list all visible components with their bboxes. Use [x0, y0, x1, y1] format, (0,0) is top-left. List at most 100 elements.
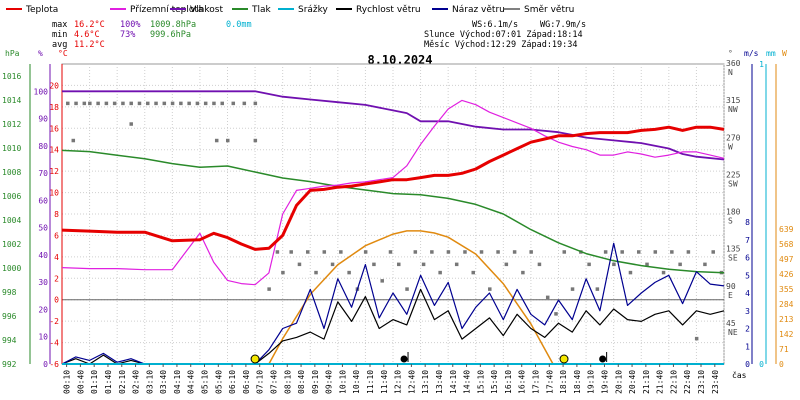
wind-tick-label: 3 [745, 307, 750, 316]
wind-tick-label: 0 [745, 360, 750, 369]
press-tick-label: 992 [2, 360, 17, 369]
x-tick-label: 19:10 [587, 370, 596, 394]
solar-radiation [268, 230, 554, 365]
x-tick-label: 17:10 [532, 370, 541, 394]
wind-direction-point [504, 262, 509, 267]
stats-max-label: max [52, 20, 67, 30]
x-tick-label: 21:10 [642, 370, 651, 394]
temp-tick-label: 8 [54, 210, 59, 219]
solar-tick-label: 0 [779, 360, 784, 369]
wind-direction-point [496, 250, 500, 254]
x-tick-label: 15:40 [490, 370, 499, 394]
x-tick-label: 09:40 [325, 370, 334, 394]
temp-tick-label: 10 [49, 189, 59, 198]
wind-direction-point [297, 262, 302, 267]
x-tick-label: 17:40 [545, 370, 554, 394]
unit-time: čas [732, 370, 747, 380]
dir-tick-compass: S [728, 217, 733, 226]
hum-tick-label: 10 [38, 333, 48, 342]
wind-direction-point [170, 101, 175, 106]
press-tick-label: 1006 [2, 192, 21, 201]
x-tick-label: 10:40 [352, 370, 361, 394]
temp-tick-label: 20 [49, 81, 59, 90]
wind-direction-point [339, 250, 343, 254]
wind-direction-point [212, 101, 216, 106]
x-axis-ticks: 00:10 00:40 01:10 01:40 02:10 02:40 03:10 03:40… [63, 364, 720, 394]
chart-title: 8.10.2024 [367, 53, 432, 67]
wind-direction-point [430, 250, 434, 254]
wind-direction-point [711, 250, 715, 254]
press-tick-label: 1004 [2, 216, 21, 225]
x-tick-label: 02:40 [132, 370, 141, 394]
wind-direction-point [154, 101, 158, 106]
wind-direction-point [121, 101, 125, 106]
stats-max-rain: 0.0mm [226, 20, 252, 30]
wind-direction-point [71, 138, 76, 143]
x-tick-label: 02:10 [118, 370, 127, 394]
series-tlak [61, 149, 725, 274]
wind-direction-point [146, 101, 150, 106]
press-tick-label: 1016 [2, 72, 21, 81]
x-tick-label: 08:10 [283, 370, 292, 394]
stats-max-temp: 16.2°C [74, 20, 105, 30]
press-tick-label: 1010 [2, 144, 21, 153]
wind-direction-point [275, 250, 280, 254]
wind-direction-point [314, 270, 318, 275]
unit-press: hPa [5, 49, 20, 58]
x-tick-label: 14:10 [449, 370, 458, 394]
wind-direction-point [330, 262, 335, 267]
dir-tick-compass: SW [728, 179, 738, 188]
wind-direction-point [653, 250, 658, 254]
x-tick-label: 14:40 [463, 370, 472, 394]
wind-direction-point [305, 250, 310, 254]
legend-label-smer: Směr větru [524, 5, 574, 15]
wind-direction-point [488, 287, 492, 291]
x-tick-label: 00:40 [76, 370, 85, 394]
legend-label-teplota: Teplota [25, 5, 58, 15]
dir-tick-degree: 225 [726, 170, 741, 179]
wind-direction-point [603, 250, 608, 254]
wind-direction-point [220, 101, 224, 106]
wind-direction-point [88, 101, 92, 106]
temp-tick-label: 2 [54, 274, 59, 283]
wind-direction-point [545, 295, 550, 300]
wind-tick-label: 7 [745, 236, 750, 245]
temp-tick-label: 0 [54, 296, 59, 305]
wind-direction-point [397, 262, 401, 267]
press-tick-label: 1002 [2, 240, 21, 249]
stats-avg-temp: 11.2°C [74, 40, 105, 50]
wind-direction-point [529, 250, 533, 254]
x-tick-label: 18:10 [559, 370, 568, 394]
unit-dir: ° [728, 49, 733, 58]
wind-direction-point [512, 250, 517, 254]
wind-direction-point [678, 262, 682, 267]
solar-tick-label: 284 [779, 300, 794, 309]
x-tick-label: 11:40 [380, 370, 389, 394]
wind-direction-point [363, 250, 368, 254]
hum-tick-label: 100 [34, 87, 49, 96]
x-tick-label: 12:10 [394, 370, 403, 394]
hum-tick-label: 0 [43, 360, 48, 369]
moonset-icon [599, 355, 607, 363]
wind-direction-point [96, 101, 100, 106]
wind-direction-point [438, 270, 442, 275]
moonrise-icon [400, 355, 408, 363]
legend-label-tlak: Tlak [251, 5, 272, 15]
wind-direction-point [479, 250, 484, 254]
unit-solar: W [782, 49, 787, 58]
x-tick-label: 06:40 [242, 370, 251, 394]
x-tick-label: 05:10 [201, 370, 210, 394]
wind-tick-label: 8 [745, 218, 750, 227]
wind-direction-point [686, 250, 691, 254]
wind-direction-point [562, 250, 567, 254]
grid [61, 63, 725, 365]
dir-tick-compass: N [728, 68, 733, 77]
wind-direction-point [694, 336, 699, 341]
press-tick-label: 1000 [2, 264, 21, 273]
wind-direction-point [628, 270, 633, 275]
series-vlhkost [62, 90, 725, 161]
x-tick-label: 16:40 [518, 370, 527, 394]
x-tick-label: 18:40 [573, 370, 582, 394]
wind-direction-point [413, 250, 418, 254]
x-tick-label: 12:40 [407, 370, 416, 394]
